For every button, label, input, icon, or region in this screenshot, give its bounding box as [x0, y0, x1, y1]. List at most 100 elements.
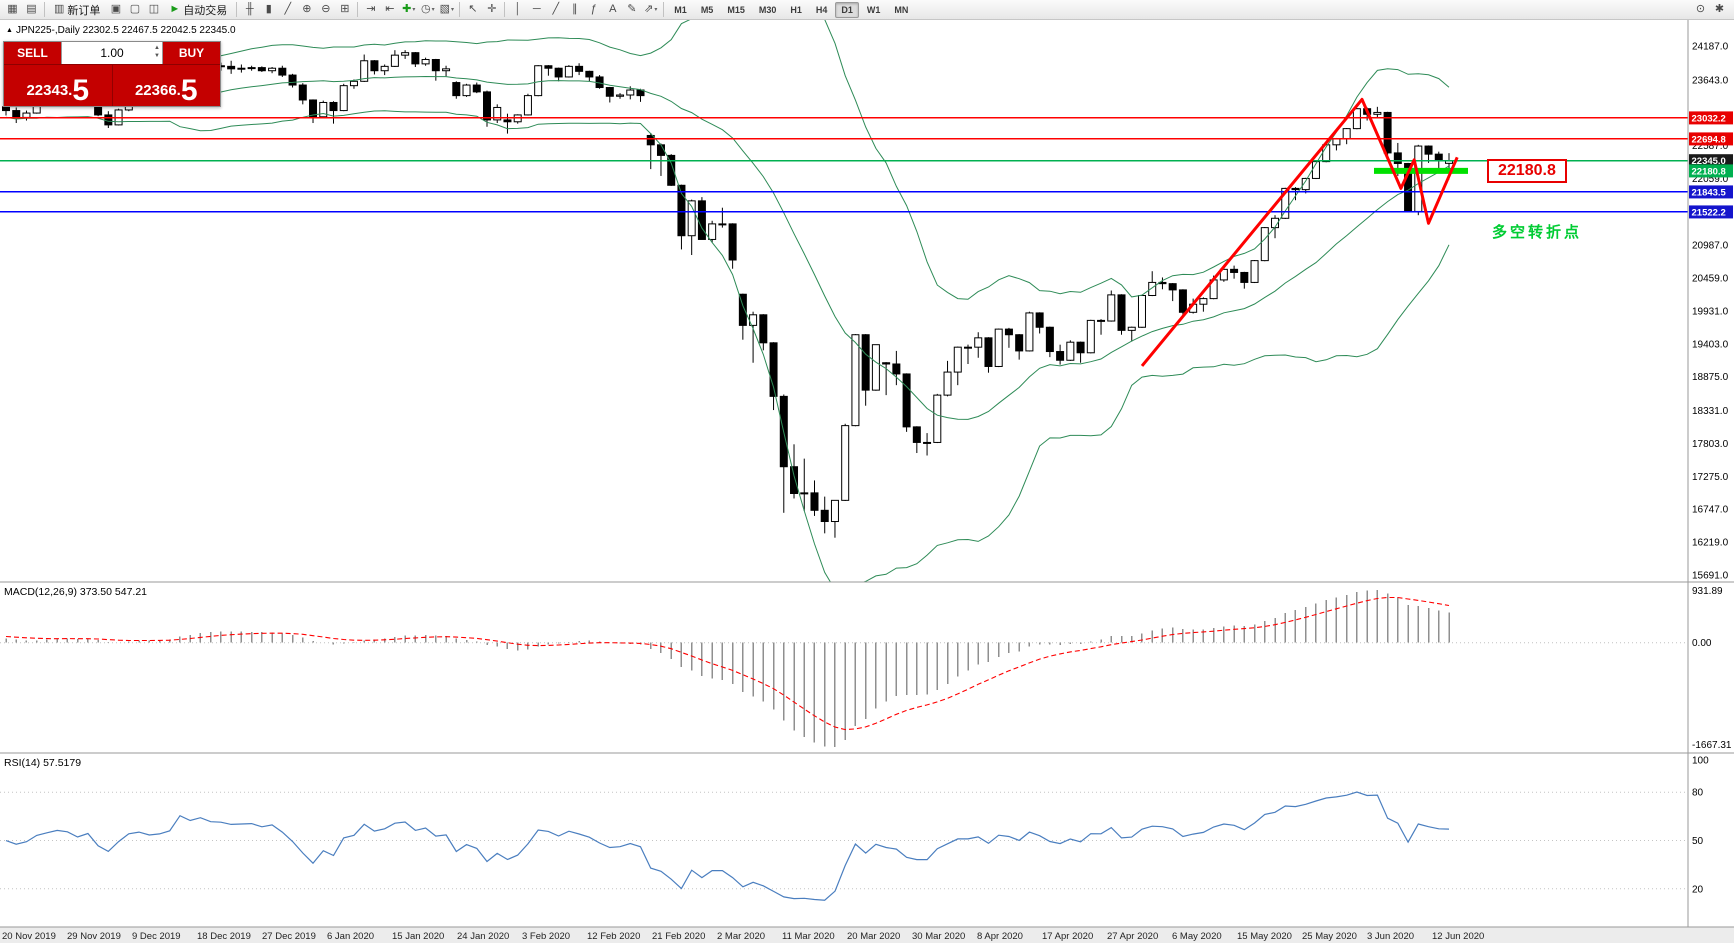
price-axis-label: 19931.0 — [1692, 306, 1729, 317]
sell-price[interactable]: 22343. 5 — [4, 65, 112, 106]
macd-label: MACD(12,26,9) 373.50 547.21 — [4, 586, 147, 598]
equidistant-channel-button[interactable]: ∥ — [565, 1, 584, 18]
search-button[interactable]: ⊙ — [1691, 1, 1710, 18]
time-axis[interactable]: 20 Nov 2019 29 Nov 2019 9 Dec 2019 18 Dec 2… — [2, 931, 1484, 942]
timeframe-m1[interactable]: M1 — [674, 4, 687, 15]
step-up-icon[interactable]: ▲ — [154, 45, 160, 51]
volume-value: 1.00 — [100, 46, 124, 60]
zoom-in-button[interactable]: ⊕ — [297, 1, 316, 18]
date-label: 6 May 2020 — [1172, 931, 1222, 942]
price-badge-23032.2 — [1689, 111, 1733, 125]
toolbar-separator — [663, 2, 665, 17]
zoom-out-button[interactable]: ⊖ — [316, 1, 335, 18]
pivot-annotation[interactable]: 多空转折点 — [1492, 224, 1583, 241]
price-axis-label: 23643.0 — [1692, 75, 1729, 86]
buy-price[interactable]: 22366. 5 — [111, 65, 221, 107]
date-label: 3 Jun 2020 — [1367, 931, 1414, 942]
new-chart-button[interactable]: ▦ — [3, 1, 22, 18]
profiles-icon: ▤ — [26, 3, 37, 15]
line-chart-button[interactable]: ╱ — [278, 1, 297, 18]
data-window-button[interactable]: ▢ — [125, 1, 144, 18]
price-axis-label: 15691.0 — [1692, 571, 1729, 582]
rsi-line — [5, 791, 1450, 901]
text-label-button[interactable]: ✎ — [622, 1, 641, 18]
sell-button[interactable]: SELL — [4, 42, 61, 64]
vertical-line-button[interactable]: │ — [508, 1, 527, 18]
indicators-icon: ✚ — [402, 3, 412, 15]
cursor-button[interactable]: ↖ — [463, 1, 482, 18]
timeframe-h1[interactable]: H1 — [790, 4, 802, 15]
trendline-button[interactable]: ╱ — [546, 1, 565, 18]
timeframe-m5[interactable]: M5 — [700, 4, 714, 15]
macd-axis-zero: 0.00 — [1692, 638, 1712, 649]
navigator-button[interactable]: ◫ — [144, 1, 163, 18]
date-label: 15 May 2020 — [1237, 931, 1292, 942]
date-label: 27 Dec 2019 — [262, 931, 316, 942]
timeframe-d1[interactable]: D1 — [835, 1, 859, 18]
profiles-button[interactable]: ▤ — [22, 1, 41, 18]
new-chart-icon: ▦ — [7, 3, 18, 15]
periods-icon: ◷ — [420, 3, 431, 15]
text-label-icon: ✎ — [627, 3, 637, 15]
chart-canvas[interactable]: 24187.0 23643.0 22587.0 22059.0 20987.0 20459… — [0, 20, 1734, 943]
market-watch-button[interactable]: ▣ — [106, 1, 125, 18]
chart-window: 24187.0 23643.0 22587.0 22059.0 20987.0 20459… — [0, 20, 1734, 943]
timeframe-mn[interactable]: MN — [894, 4, 909, 15]
horizontal-line-button[interactable]: ─ — [527, 1, 546, 18]
macd-histogram — [5, 590, 1450, 747]
indicators-button[interactable]: ✚ ▾ — [399, 1, 418, 18]
sell-price-main: 22343. — [26, 82, 73, 99]
text-button[interactable]: A — [603, 1, 622, 18]
price-axis-label: 18875.0 — [1692, 372, 1729, 383]
templates-button[interactable]: ▧ ▾ — [437, 1, 456, 18]
volume-input[interactable]: 1.00 ▲ ▼ — [61, 42, 163, 64]
price-axis-label: 17803.0 — [1692, 439, 1729, 450]
toolbar-separator — [357, 2, 359, 17]
buy-price-main: 22366. — [134, 82, 181, 99]
price-axis-label: 20987.0 — [1692, 241, 1729, 252]
timeframe-m30[interactable]: M30 — [758, 4, 777, 15]
date-label: 20 Mar 2020 — [847, 931, 900, 942]
quick-help-button[interactable]: ✱ — [1710, 1, 1729, 18]
arrows-button[interactable]: ⇗ ▾ — [641, 1, 660, 18]
price-badge-22345.0 — [1689, 154, 1733, 168]
price-badge-text: 21522.2 — [1692, 207, 1726, 218]
crosshair-button[interactable]: ✛ — [482, 1, 501, 18]
date-label: 25 May 2020 — [1302, 931, 1357, 942]
price-badge-text: 22180.8 — [1692, 166, 1726, 177]
timeframe-h4[interactable]: H4 — [815, 4, 828, 15]
buy-price-big-digit: 5 — [180, 74, 198, 107]
bar-chart-button[interactable]: ╫ — [240, 1, 259, 18]
macd-axis-max: 931.89 — [1692, 586, 1723, 597]
price-axis-label: 16747.0 — [1692, 505, 1729, 516]
date-label: 8 Apr 2020 — [977, 931, 1023, 942]
price-axis-label: 20459.0 — [1692, 274, 1729, 285]
fibonacci-button[interactable]: ƒ — [584, 1, 603, 18]
equidistant-channel-icon: ∥ — [572, 3, 578, 15]
date-label: 15 Jan 2020 — [392, 931, 444, 942]
trend-zigzag-lines[interactable] — [1140, 97, 1459, 367]
candlestick-chart-button[interactable]: ▮ — [259, 1, 278, 18]
price-axis[interactable]: 24187.0 23643.0 22587.0 22059.0 20987.0 20459… — [1689, 42, 1733, 896]
price-badge-22180.8 — [1689, 164, 1733, 178]
dropdown-arrow-icon: ▾ — [412, 7, 416, 13]
dropdown-arrow-icon: ▾ — [654, 7, 658, 13]
time-axis-strip[interactable] — [0, 927, 1734, 943]
periods-button[interactable]: ◷ ▾ — [418, 1, 437, 18]
new-order-button[interactable]: ▥ 新订单 — [48, 1, 106, 18]
tile-windows-button[interactable]: ⊞ — [335, 1, 354, 18]
autotrading-label: 自动交易 — [183, 4, 228, 17]
auto-scroll-button[interactable]: ⇥ — [361, 1, 380, 18]
autotrading-button[interactable]: ► 自动交易 — [163, 1, 233, 18]
date-label: 17 Apr 2020 — [1042, 931, 1093, 942]
step-down-icon[interactable]: ▼ — [154, 53, 160, 60]
line-chart-icon: ╱ — [284, 3, 292, 15]
volume-stepper[interactable]: ▲ ▼ — [154, 44, 160, 61]
timeframe-m15[interactable]: M15 — [727, 4, 745, 15]
price-callout-label[interactable]: 22180.8 — [1487, 159, 1567, 183]
buy-button[interactable]: BUY — [163, 42, 220, 64]
price-axis-label: 22587.0 — [1692, 141, 1729, 152]
chart-shift-button[interactable]: ⇤ — [380, 1, 399, 18]
date-label: 12 Feb 2020 — [587, 931, 640, 942]
timeframe-w1[interactable]: W1 — [866, 4, 881, 15]
